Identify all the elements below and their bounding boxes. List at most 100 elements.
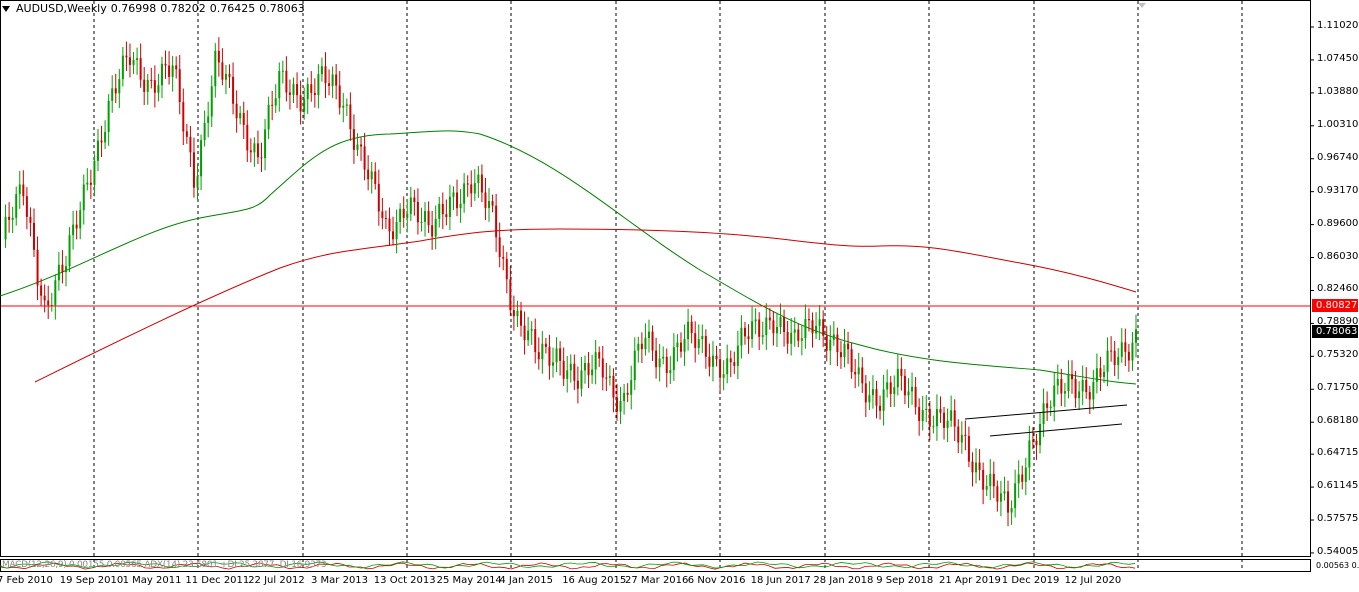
candle-body (989, 473, 992, 487)
candle-body (306, 84, 309, 100)
candle-body (935, 409, 938, 427)
candle-body (356, 144, 359, 150)
candle-body (950, 410, 953, 421)
candle-body (452, 192, 455, 197)
candle-body (605, 377, 608, 379)
candle-body (804, 319, 807, 339)
candle-body (335, 74, 338, 86)
candle-body (704, 336, 707, 357)
time-tick-label: 28 Jan 2018 (813, 575, 874, 586)
candle-body (740, 327, 743, 346)
candle-body (210, 86, 213, 117)
candle-body (861, 367, 864, 384)
chart-menu-icon[interactable] (2, 5, 10, 12)
candle-body (591, 369, 594, 376)
candle-body (1007, 491, 1010, 513)
candle-body (900, 368, 903, 376)
candle-body (114, 88, 117, 94)
candle-body (1088, 392, 1091, 400)
candle-body (825, 335, 828, 351)
candle-body (224, 73, 227, 80)
candle-body (615, 397, 618, 412)
candle-body (711, 355, 714, 367)
candle-body (409, 197, 412, 214)
candle-body (235, 103, 238, 119)
moving-average-slow (34, 228, 1137, 383)
time-tick-label: 11 Dec 2011 (185, 575, 250, 586)
candle-body (470, 184, 473, 194)
candle-body (438, 203, 441, 219)
candle-body (811, 320, 814, 334)
candle-body (456, 192, 459, 209)
candle-body (608, 376, 611, 378)
candle-body (676, 342, 679, 348)
candle-body (29, 216, 32, 223)
candle-body (854, 371, 857, 375)
candle-body (473, 183, 476, 194)
candle-body (11, 217, 14, 220)
candle-body (370, 171, 373, 180)
candle-body (43, 295, 46, 301)
candle-body (786, 331, 789, 344)
candle-body (655, 350, 658, 368)
time-tick-label: 22 Jul 2012 (248, 575, 305, 586)
candle-body (939, 409, 942, 413)
candle-body (320, 66, 323, 75)
candle-body (520, 310, 523, 326)
candle-body (463, 183, 466, 204)
candle-body (715, 355, 718, 360)
candle-body (957, 426, 960, 443)
candle-body (651, 331, 654, 351)
candle-body (665, 356, 668, 374)
candle-body (377, 183, 380, 212)
price-tick-label: 0.57575 (1317, 513, 1359, 525)
candle-body (228, 73, 231, 77)
candle-body (40, 285, 43, 296)
candle-body (1095, 368, 1098, 382)
candle-body (534, 329, 537, 353)
candle-body (967, 435, 970, 462)
chart-header: AUDUSD,Weekly 0.76998 0.78202 0.76425 0.780… (2, 2, 309, 15)
candle-body (576, 380, 579, 389)
candle-body (953, 410, 956, 427)
time-tick-label: 18 Jun 2017 (750, 575, 811, 586)
candle-body (72, 224, 75, 236)
trend-line-upper (964, 404, 1128, 420)
price-tick-label: 0.86030 (1317, 250, 1359, 262)
candle-body (1067, 374, 1070, 392)
time-tick-label: 13 Oct 2013 (373, 575, 436, 586)
candle-body (1085, 380, 1088, 393)
time-tick-label: 21 Apr 2019 (939, 575, 1001, 586)
hline-price-tag: 0.80827 (1312, 299, 1358, 312)
candle-body (1021, 474, 1024, 482)
candle-body (662, 356, 665, 359)
candle-body (313, 92, 316, 96)
candle-body (978, 462, 981, 470)
candle-body (185, 131, 188, 137)
candle-body (566, 370, 569, 379)
time-tick-label: 6 Nov 2016 (687, 575, 746, 586)
candle-body (299, 95, 302, 112)
chart-shift-marker[interactable] (1138, 3, 1146, 8)
candle-body (54, 280, 57, 306)
candle-body (495, 205, 498, 238)
candle-body (1035, 440, 1038, 446)
candle-body (864, 383, 867, 403)
indicator-text: MACD(12,26,9) 0.00155 0.00565 ADX(14) 23… (2, 560, 327, 570)
candle-body (459, 203, 462, 209)
candle-body (160, 63, 163, 86)
candle-body (907, 391, 910, 396)
candle-body (402, 208, 405, 218)
candle-body (822, 319, 825, 336)
candle-body (708, 356, 711, 367)
candle-body (722, 374, 725, 378)
candle-body (637, 343, 640, 351)
time-tick-label: 1 May 2011 (122, 575, 182, 586)
candle-body (612, 376, 615, 398)
candle-body (349, 104, 352, 130)
candle-body (889, 382, 892, 394)
price-tick-label: 0.93170 (1317, 184, 1359, 196)
candle-body (697, 339, 700, 348)
